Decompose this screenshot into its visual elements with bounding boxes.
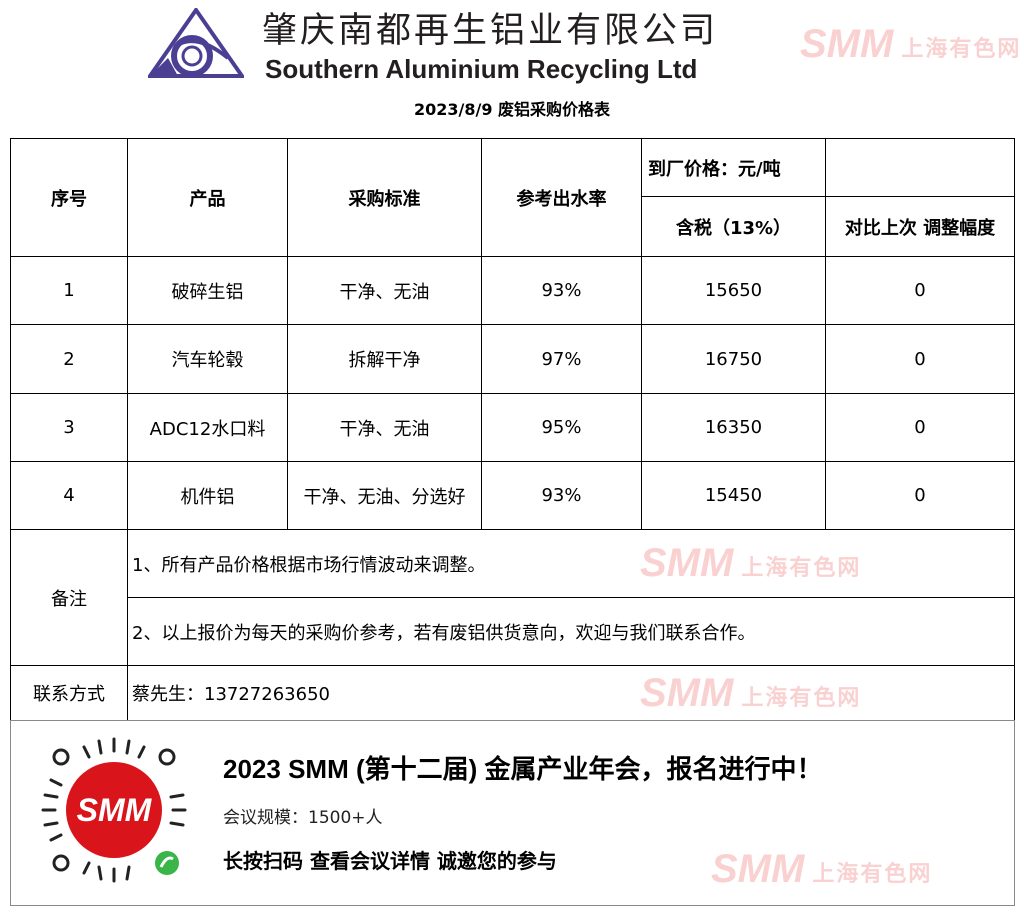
row-4-product: 机件铝 [128,462,288,530]
header-blank [826,139,1015,197]
row-3-yield: 95% [482,394,642,462]
company-logo [148,8,244,78]
company-name-cn: 肇庆南都再生铝业有限公司 [262,11,719,51]
header-standard: 采购标准 [288,139,482,257]
row-2-price: 16750 [642,325,826,394]
watermark: SMM 上海有色网 [711,847,933,891]
watermark: SMM 上海有色网 [800,22,1022,66]
row-3-product: ADC12水口料 [128,394,288,462]
sheet-title: 2023/8/9 废铝采购价格表 [413,100,611,119]
row-3-standard: 干净、无油 [288,394,482,462]
header-tax: 含税（13%） [642,197,826,257]
header-yield: 参考出水率 [482,139,642,257]
row-4-change: 0 [826,462,1015,530]
row-4-price: 15450 [642,462,826,530]
row-1-index: 1 [11,257,128,325]
contact-value: 蔡先生：13727263650 [128,666,1015,721]
remark-1: 1、所有产品价格根据市场行情波动来调整。 [128,530,1015,598]
svg-text:SMM: SMM [77,792,153,828]
header-change: 对比上次 调整幅度 [826,197,1015,257]
row-1-standard: 干净、无油 [288,257,482,325]
row-3-change: 0 [826,394,1015,462]
banner-scale: 会议规模：1500+人 [223,808,383,828]
conference-banner: SMM 2023 SMM (第十二届) 金属产业年会，报名进行中！ 会议规模：1… [10,720,1015,906]
row-2-standard: 拆解干净 [288,325,482,394]
price-table: 序号 产品 采购标准 参考出水率 到厂价格：元/吨 含税（13%） 对比上次 调… [10,138,1015,906]
row-1-price: 15650 [642,257,826,325]
row-3-index: 3 [11,394,128,462]
row-4-yield: 93% [482,462,642,530]
banner-headline: 2023 SMM (第十二届) 金属产业年会，报名进行中！ [223,754,823,784]
row-1-change: 0 [826,257,1015,325]
company-name-en: Southern Aluminium Recycling Ltd [265,54,698,84]
header-price-group: 到厂价格：元/吨 [642,139,826,197]
contact-label: 联系方式 [11,666,128,721]
row-4-standard: 干净、无油、分选好 [288,462,482,530]
row-2-index: 2 [11,325,128,394]
row-2-change: 0 [826,325,1015,394]
remarks-label: 备注 [11,530,128,666]
row-3-price: 16350 [642,394,826,462]
banner-cta: 长按扫码 查看会议详情 诚邀您的参与 [223,849,557,873]
row-2-yield: 97% [482,325,642,394]
row-1-yield: 93% [482,257,642,325]
header-product: 产品 [128,139,288,257]
qr-code-icon[interactable]: SMM [39,735,189,885]
row-4-index: 4 [11,462,128,530]
remark-2: 2、以上报价为每天的采购价参考，若有废铝供货意向，欢迎与我们联系合作。 [128,598,1015,666]
header-index: 序号 [11,139,128,257]
row-1-product: 破碎生铝 [128,257,288,325]
row-2-product: 汽车轮毂 [128,325,288,394]
